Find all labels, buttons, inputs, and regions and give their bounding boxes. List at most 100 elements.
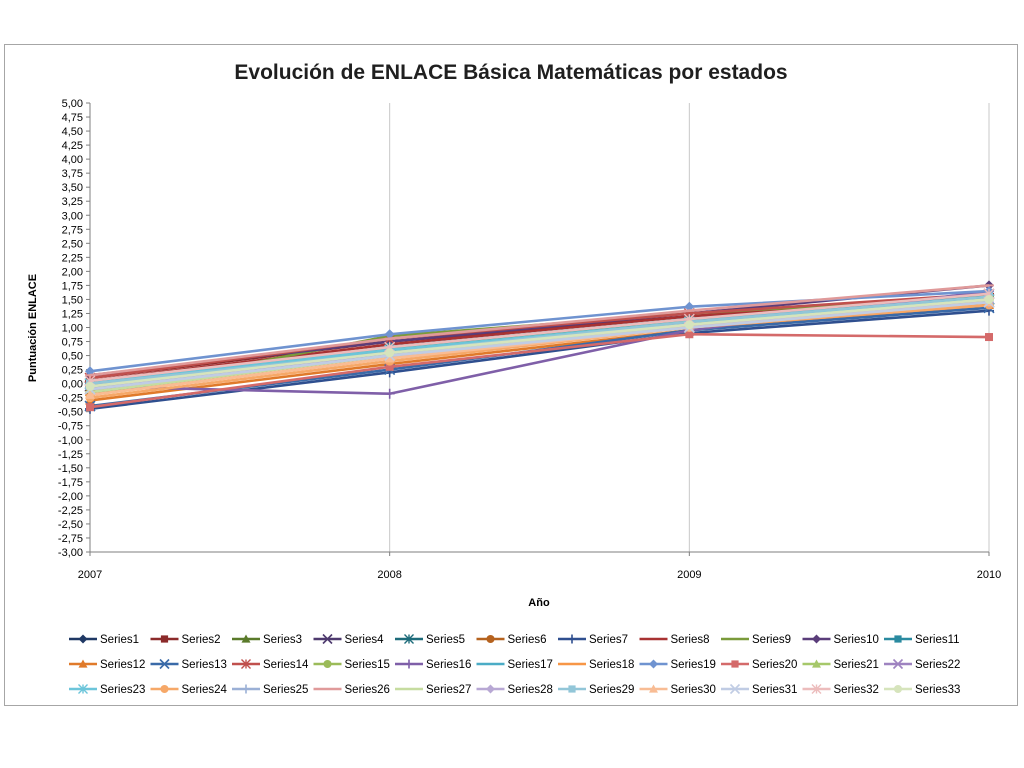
y-tick-label: 3,00 bbox=[62, 210, 83, 222]
legend-item: Series1 bbox=[69, 634, 139, 646]
y-tick-label: 4,00 bbox=[62, 154, 83, 166]
y-tick-label: 5,00 bbox=[62, 98, 83, 110]
data-point bbox=[385, 348, 395, 358]
legend-item: Series14 bbox=[232, 659, 309, 671]
legend-label: Series10 bbox=[834, 634, 879, 646]
y-tick-label: -1,00 bbox=[58, 435, 83, 447]
legend-item: Series3 bbox=[232, 634, 302, 646]
legend-label: Series14 bbox=[263, 659, 309, 671]
legend-label: Series29 bbox=[589, 684, 634, 696]
legend-label: Series22 bbox=[915, 659, 960, 671]
y-tick-label: -2,00 bbox=[58, 491, 83, 503]
y-tick-label: 4,75 bbox=[62, 112, 83, 124]
data-point bbox=[78, 659, 88, 668]
legend-label: Series18 bbox=[589, 659, 634, 671]
legend-item: Series12 bbox=[69, 659, 145, 671]
y-tick-label: 3,25 bbox=[62, 196, 83, 208]
data-point bbox=[568, 685, 576, 693]
y-tick-label: 0,50 bbox=[62, 351, 83, 363]
legend-item: Series21 bbox=[802, 659, 879, 671]
y-tick-label: 2,25 bbox=[62, 252, 83, 264]
series-20 bbox=[86, 330, 993, 412]
y-tick-label: 3,75 bbox=[62, 168, 83, 180]
data-point bbox=[159, 658, 170, 670]
legend-item: Series26 bbox=[313, 684, 390, 696]
series-13 bbox=[84, 302, 995, 412]
y-tick-label: 2,75 bbox=[62, 224, 83, 236]
legend-label: Series31 bbox=[752, 684, 797, 696]
y-tick-label: 1,50 bbox=[62, 294, 83, 306]
y-tick-label: -2,50 bbox=[58, 519, 83, 531]
series-line bbox=[89, 295, 990, 385]
data-point bbox=[323, 659, 332, 669]
legend-item: Series2 bbox=[150, 634, 221, 646]
series-line bbox=[89, 284, 990, 377]
y-tick-label: 1,75 bbox=[62, 280, 83, 292]
legend-label: Series15 bbox=[345, 659, 390, 671]
y-tick-label: 0,00 bbox=[62, 379, 83, 391]
legend-label: Series2 bbox=[182, 634, 221, 646]
legend-label: Series4 bbox=[345, 634, 385, 646]
legend-item: Series16 bbox=[395, 659, 471, 671]
legend-item: Series5 bbox=[395, 634, 465, 646]
legend-item: Series13 bbox=[150, 658, 227, 671]
y-tick-label: -0,50 bbox=[58, 407, 83, 419]
legend-label: Series12 bbox=[100, 659, 145, 671]
legend-label: Series33 bbox=[915, 684, 960, 696]
y-tick-label: 1,25 bbox=[62, 308, 83, 320]
series-26 bbox=[85, 284, 994, 377]
data-point bbox=[78, 634, 88, 644]
y-tick-label: -3,00 bbox=[58, 547, 83, 559]
y-tick-label: -2,75 bbox=[58, 533, 83, 545]
y-tick-label: 2,50 bbox=[62, 238, 83, 250]
chart-title: Evolución de ENLACE Básica Matemáticas p… bbox=[234, 61, 787, 84]
legend-item: Series27 bbox=[395, 684, 471, 696]
legend-label: Series11 bbox=[915, 634, 960, 646]
series-line bbox=[89, 303, 990, 399]
legend-label: Series23 bbox=[100, 684, 145, 696]
data-point bbox=[894, 635, 902, 643]
data-point bbox=[322, 633, 333, 645]
series-line bbox=[89, 303, 990, 402]
legend-item: Series28 bbox=[476, 684, 553, 696]
legend-label: Series1 bbox=[100, 634, 139, 646]
legend-item: Series29 bbox=[558, 684, 634, 696]
legend-label: Series17 bbox=[508, 659, 553, 671]
data-point bbox=[160, 635, 169, 643]
legend-item: Series23 bbox=[69, 684, 145, 696]
legend-label: Series8 bbox=[671, 634, 710, 646]
legend-label: Series25 bbox=[263, 684, 308, 696]
series-line bbox=[89, 300, 990, 391]
legend-item: Series18 bbox=[558, 659, 634, 671]
data-point bbox=[486, 684, 495, 694]
series-line bbox=[89, 298, 990, 388]
y-tick-label: 4,25 bbox=[62, 140, 83, 152]
y-tick-label: 0,75 bbox=[62, 337, 83, 349]
legend-label: Series3 bbox=[263, 634, 302, 646]
series-line bbox=[89, 332, 990, 409]
data-point bbox=[86, 403, 94, 412]
data-point bbox=[684, 320, 694, 330]
y-tick-label: 0,25 bbox=[62, 365, 83, 377]
y-tick-label: 1,00 bbox=[62, 323, 83, 335]
legend-item: Series6 bbox=[476, 634, 547, 646]
legend-label: Series16 bbox=[426, 659, 471, 671]
series-line bbox=[89, 292, 990, 380]
data-point bbox=[241, 634, 251, 643]
legend-label: Series24 bbox=[182, 684, 228, 696]
data-point bbox=[893, 684, 903, 694]
legend-item: Series9 bbox=[721, 634, 791, 646]
legend-label: Series13 bbox=[182, 659, 227, 671]
y-tick-label: -1,75 bbox=[58, 477, 83, 489]
data-point bbox=[812, 634, 821, 644]
legend-item: Series8 bbox=[639, 634, 710, 646]
data-point bbox=[385, 362, 394, 371]
legend-item: Series20 bbox=[721, 659, 797, 671]
legend-item: Series33 bbox=[884, 684, 960, 696]
x-tick-label: 2007 bbox=[78, 569, 102, 581]
data-point bbox=[160, 684, 169, 694]
data-point bbox=[892, 658, 904, 670]
x-tick-label: 2009 bbox=[677, 569, 701, 581]
series-lines bbox=[84, 280, 995, 414]
legend-item: Series31 bbox=[721, 683, 797, 696]
